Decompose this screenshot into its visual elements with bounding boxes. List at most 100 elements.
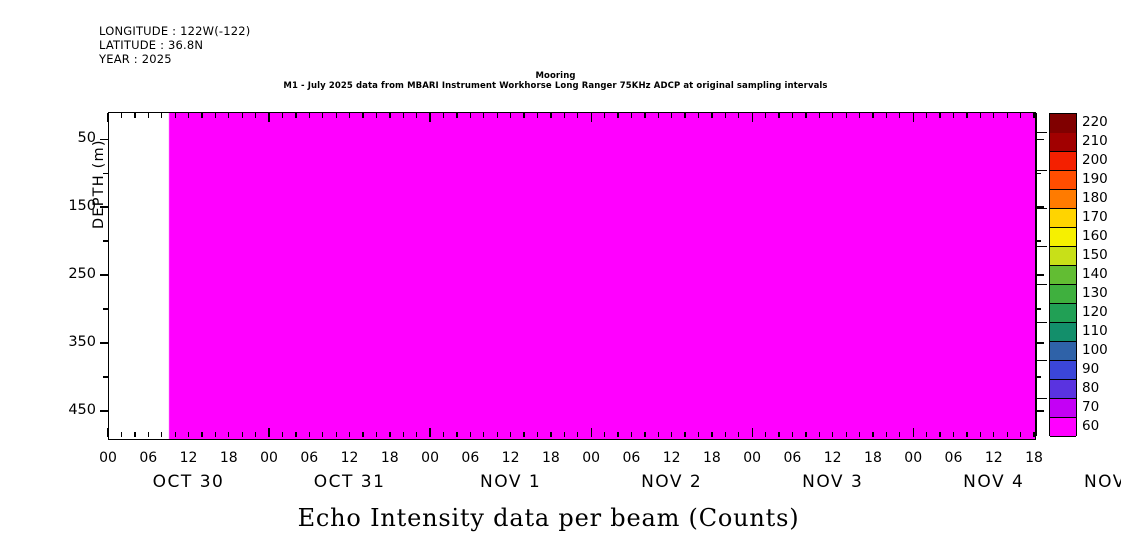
colorbar-label: 110 (1082, 322, 1108, 339)
x-axis-tick (241, 113, 243, 119)
x-axis-tick (201, 432, 203, 438)
y-axis-tick (99, 342, 109, 344)
x-axis-tick (510, 113, 512, 119)
colorbar-band (1050, 171, 1076, 190)
x-axis-tick (764, 432, 767, 438)
y-axis-tick (1035, 342, 1045, 344)
x-axis-tick (496, 432, 498, 438)
colorbar-label: 190 (1082, 170, 1108, 187)
x-axis-tick (885, 432, 888, 438)
x-axis-tick (603, 113, 606, 119)
colorbar-tick (1036, 398, 1047, 400)
y-axis-tick (1035, 308, 1042, 310)
mooring-title: Mooring (535, 71, 576, 81)
x-axis-tick (832, 113, 834, 119)
colorbar-band (1050, 304, 1076, 323)
y-axis-tick (1035, 172, 1042, 174)
colorbar-tick (1036, 208, 1047, 210)
colorbar-label: 140 (1082, 265, 1108, 282)
x-axis-tick (563, 113, 565, 119)
x-axis-tick (644, 113, 646, 119)
colorbar-band (1050, 133, 1076, 152)
x-axis-tick (416, 113, 418, 119)
x-axis-tick (308, 432, 310, 438)
colorbar-band (1050, 380, 1076, 399)
x-axis-hour-label: 06 (622, 450, 641, 466)
x-axis-tick (845, 432, 847, 438)
y-axis-tick (102, 240, 109, 242)
colorbar-band (1050, 323, 1076, 342)
x-axis-hour-label: 06 (783, 450, 802, 466)
x-axis-tick (966, 432, 968, 438)
x-axis-tick (912, 113, 914, 123)
x-axis-tick (684, 432, 686, 438)
x-axis-tick (120, 113, 123, 119)
colorbar (1049, 113, 1077, 437)
x-axis-tick (818, 113, 820, 119)
y-axis-tick (1035, 138, 1045, 140)
colorbar-label: 70 (1082, 398, 1100, 415)
y-axis-label: 450 (68, 401, 96, 418)
x-axis-day-label: NOV 4 (963, 472, 1025, 492)
y-axis-label: 150 (68, 198, 96, 215)
x-axis-tick (858, 113, 861, 119)
x-axis-hour-label: 12 (823, 450, 842, 466)
colorbar-tick (1036, 132, 1047, 134)
x-axis-tick (926, 432, 928, 438)
x-axis-tick (348, 432, 351, 438)
colorbar-label: 180 (1082, 189, 1108, 206)
x-axis-tick (228, 432, 230, 438)
x-axis-day-label: NOV 1 (480, 472, 542, 492)
x-axis-tick (805, 432, 807, 438)
y-axis-tick (99, 274, 109, 276)
colorbar-band (1050, 228, 1076, 247)
x-axis-hour-label: 18 (1025, 450, 1043, 466)
x-axis-tick (711, 113, 713, 119)
y-axis-tick (1035, 240, 1042, 242)
x-axis-tick (657, 113, 659, 119)
x-axis-hour-label: 18 (380, 450, 399, 466)
echo-intensity-heatmap (109, 113, 1035, 439)
x-axis-tick (295, 113, 297, 119)
x-axis-tick (161, 113, 163, 119)
x-axis-tick (617, 113, 619, 119)
x-axis-tick (187, 113, 190, 119)
x-axis-tick (174, 432, 176, 438)
plot-subtitle-block: Mooring M1 - July 2025 data from MBARI I… (0, 71, 1121, 92)
colorbar-label: 160 (1082, 227, 1108, 244)
x-axis-tick (657, 432, 659, 438)
x-axis-tick (738, 432, 740, 438)
x-axis-hour-label: 06 (944, 450, 963, 466)
x-axis-tick (442, 432, 445, 438)
x-axis-tick (671, 113, 673, 119)
metadata-block: LONGITUDE : 122W(-122) LATITUDE : 36.8N … (99, 24, 251, 67)
colorbar-band (1050, 285, 1076, 304)
x-axis-tick (697, 432, 700, 438)
x-axis-tick (1019, 113, 1022, 119)
x-axis-tick (617, 432, 619, 438)
x-axis-hour-label: 00 (260, 450, 278, 466)
x-axis-tick (456, 113, 458, 119)
y-axis-tick (1035, 376, 1042, 378)
x-axis-tick (939, 113, 941, 119)
x-axis-tick (603, 432, 606, 438)
x-axis-tick (697, 113, 700, 119)
colorbar-band (1050, 361, 1076, 380)
x-axis-tick (147, 432, 149, 438)
x-axis-tick (550, 432, 552, 438)
x-axis-tick (174, 113, 176, 119)
x-axis-tick (402, 113, 404, 119)
year-text: YEAR : 2025 (99, 52, 172, 67)
x-axis-tick (335, 113, 337, 119)
x-axis-tick (510, 432, 512, 438)
x-axis-tick (483, 113, 485, 119)
x-axis-tick (389, 113, 391, 119)
x-axis-tick (429, 113, 431, 123)
x-axis-tick (469, 113, 472, 119)
plot-frame: DEPTH (m) (91, 112, 1036, 440)
x-axis-tick (228, 113, 230, 119)
x-axis-tick (308, 113, 310, 119)
x-axis-tick (724, 113, 727, 119)
x-axis-tick (885, 113, 888, 119)
x-axis-tick (738, 113, 740, 119)
